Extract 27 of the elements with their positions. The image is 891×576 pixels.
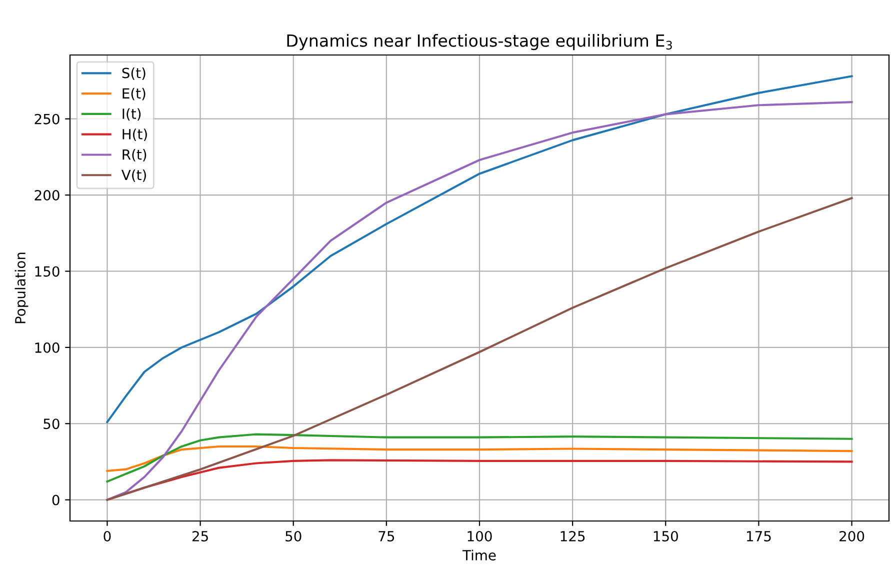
- x-tick-label: 100: [468, 530, 492, 542]
- x-tick-label: 200: [840, 530, 864, 542]
- line-series: [106, 197, 853, 501]
- x-tick-label: 150: [654, 530, 678, 542]
- line-series: [106, 445, 853, 472]
- y-tick-label: 200: [34, 190, 60, 201]
- x-axis-title: Time: [462, 550, 496, 560]
- legend-label: R(t): [122, 149, 146, 162]
- legend-label: I(t): [122, 108, 141, 121]
- chart-title: Dynamics near Infectious-stage equilibrium E$_{3}$: [287, 34, 672, 50]
- legend-label: S(t): [122, 68, 146, 80]
- legend-label: V(t): [121, 169, 146, 182]
- y-tick-label: 50: [44, 418, 60, 430]
- y-tick-label: 150: [35, 266, 60, 277]
- x-tick-label: 75: [378, 531, 394, 542]
- y-tick-label: 250: [34, 114, 60, 124]
- y-tick-label: 0: [52, 494, 60, 506]
- x-tick-label: 125: [560, 530, 585, 542]
- x-tick-label: 50: [286, 530, 302, 542]
- line-series: [106, 433, 853, 483]
- y-tick-label: 100: [35, 342, 60, 353]
- legend-label: E(t): [122, 88, 146, 100]
- y-axis-title: Population: [14, 252, 28, 324]
- x-tick-label: 175: [746, 531, 771, 542]
- legend-label: H(t): [122, 128, 147, 142]
- x-tick-label: 25: [192, 530, 208, 542]
- x-tick-label: 0: [104, 530, 111, 542]
